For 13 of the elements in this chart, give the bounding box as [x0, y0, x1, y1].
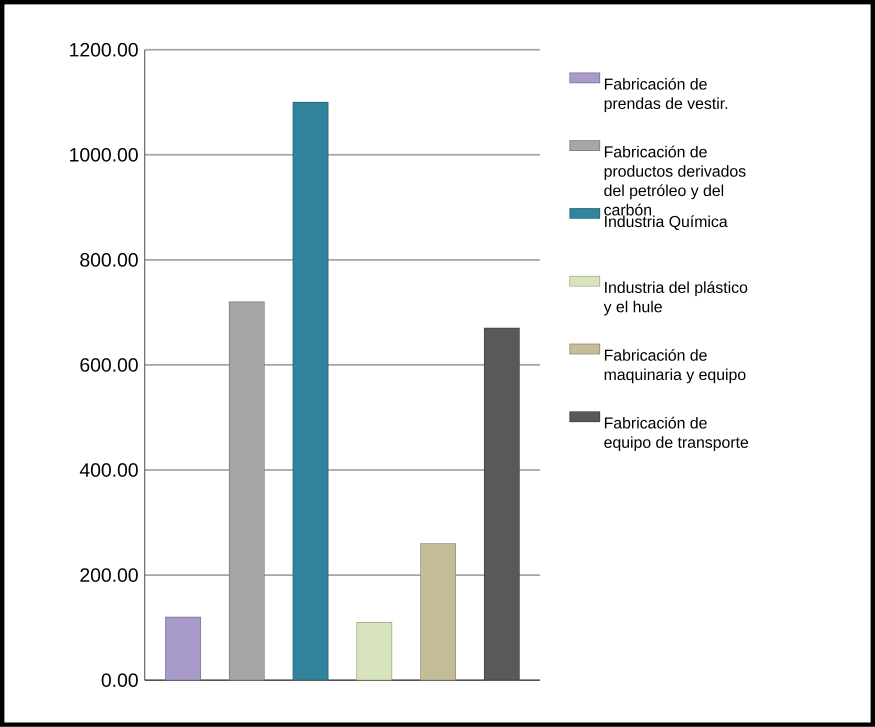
y-tick-label: 800.00 [80, 253, 138, 267]
y-tick-label: 200.00 [80, 568, 138, 582]
legend-label: Fabricación de productos derivados del petróleo y del carbón [604, 146, 746, 216]
y-tick-label: 1000.00 [70, 148, 138, 162]
legend-label: Industria del plástico y el hule [604, 281, 748, 316]
y-tick-label: 600.00 [80, 358, 138, 372]
y-tick-label: 0.00 [102, 673, 138, 688]
legend-label: Fabricación de equipo de transporte [604, 416, 748, 452]
y-tick-label: 400.00 [80, 463, 138, 477]
legend-label: Fabricación de prendas de vestir. [604, 78, 728, 112]
y-tick-label: 1200.00 [70, 42, 138, 57]
legend-label: Industria Química [605, 215, 728, 230]
legend-label: Fabricación de maquinaria y equipo [604, 349, 746, 384]
